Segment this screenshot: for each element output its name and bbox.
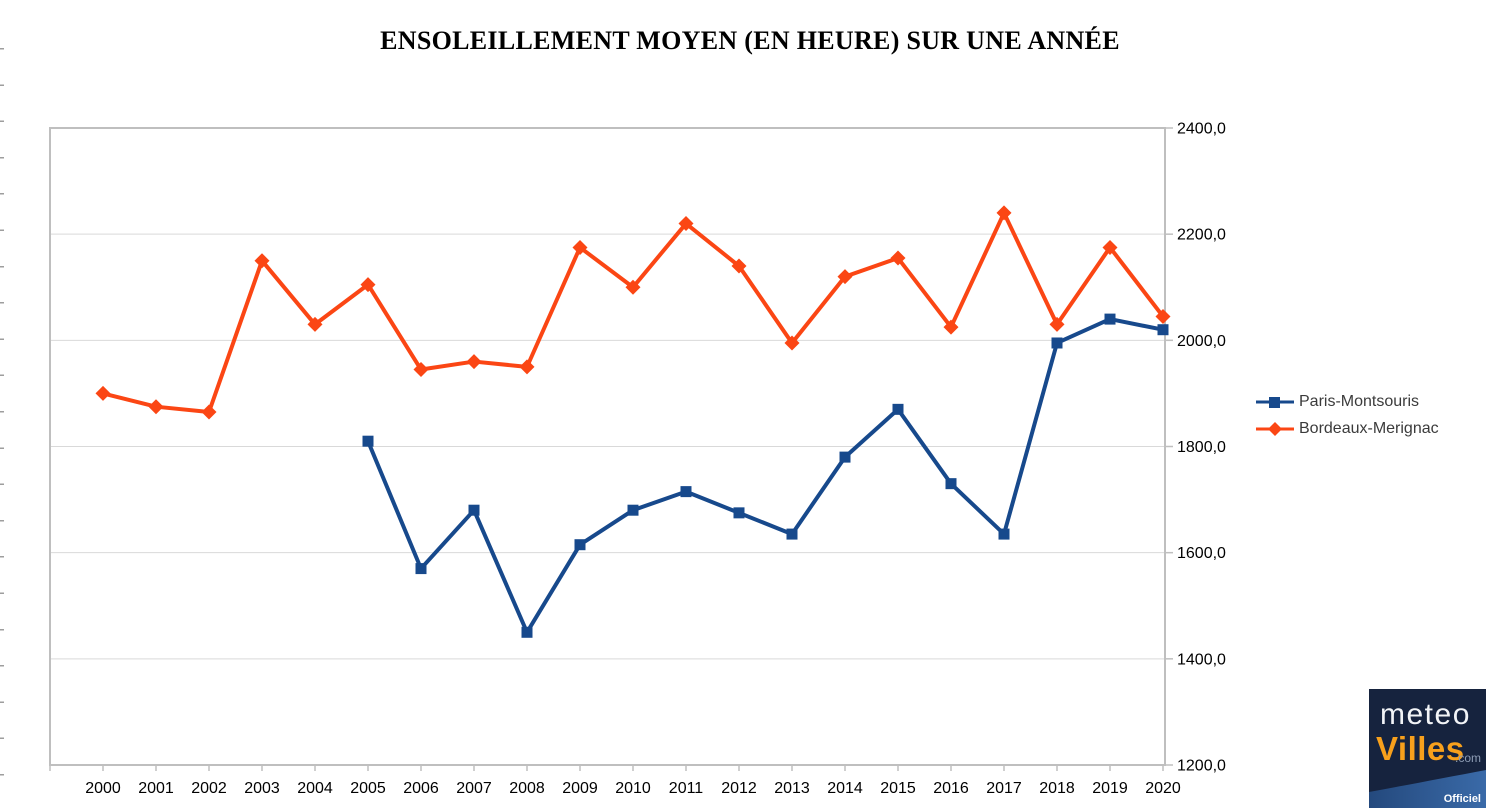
legend-item-paris-montsouris: Paris-Montsouris <box>1256 388 1439 415</box>
square-marker <box>945 478 957 490</box>
square-marker <box>415 563 427 575</box>
x-tick-label: 2007 <box>456 780 492 797</box>
orange-diamond-line-marker-icon <box>1256 421 1294 436</box>
logo-suffix-com: .com <box>1455 751 1482 765</box>
gridlines <box>51 233 1164 660</box>
blue-square-line-marker-icon <box>1256 396 1294 408</box>
x-tick-label: 2019 <box>1092 780 1128 797</box>
diamond-marker <box>890 250 906 266</box>
logo-word-meteo: meteo <box>1380 698 1471 731</box>
x-tick-label: 2000 <box>85 780 121 797</box>
square-marker <box>468 504 480 516</box>
square-marker <box>627 504 639 516</box>
diamond-marker <box>678 216 694 232</box>
meteovilles-logo: meteo Villes .com Officiel <box>1369 689 1486 808</box>
square-marker <box>574 539 586 551</box>
diamond-marker <box>1102 239 1118 255</box>
x-axis: 2000 2001 2002 2003 2004 2005 2006 2007 2008 2009… <box>49 765 1181 797</box>
x-tick-label: 2014 <box>827 780 863 797</box>
x-tick-label: 2016 <box>933 780 969 797</box>
y-tick-label: 2200,0 <box>1177 227 1226 244</box>
square-marker <box>1051 337 1063 349</box>
chart-legend: Paris-Montsouris Bordeaux-Merignac <box>1256 388 1439 442</box>
y-tick-label: 1400,0 <box>1177 651 1226 668</box>
square-marker <box>733 507 745 519</box>
diamond-marker <box>572 239 588 255</box>
legend-item-bordeaux-merignac: Bordeaux-Merignac <box>1256 415 1439 442</box>
x-tick-label: 2009 <box>562 780 598 797</box>
x-tick-label: 2005 <box>350 780 386 797</box>
diamond-marker <box>519 359 535 375</box>
square-marker <box>839 451 851 463</box>
x-tick-label: 2010 <box>615 780 651 797</box>
x-tick-label: 2015 <box>880 780 916 797</box>
chart-title: ENSOLEILLEMENT MOYEN (EN HEURE) SUR UNE … <box>380 26 1120 55</box>
logo-band-icon <box>1369 770 1486 808</box>
square-marker <box>1157 324 1169 336</box>
x-tick-label: 2002 <box>191 780 227 797</box>
diamond-marker <box>254 253 270 269</box>
x-tick-label: 2011 <box>669 780 704 797</box>
logo-badge-officiel: Officiel <box>1443 793 1481 805</box>
series-line <box>366 317 1165 635</box>
diamond-marker <box>625 279 641 295</box>
series-bordeaux-merignac <box>95 205 1171 420</box>
diamond-marker <box>996 205 1012 221</box>
x-tick-label: 2017 <box>986 780 1022 797</box>
square-marker <box>1104 313 1116 325</box>
square-marker <box>680 486 692 498</box>
logo-word-villes: Villes <box>1376 730 1465 767</box>
square-marker <box>786 528 798 540</box>
legend-label: Bordeaux-Merignac <box>1299 419 1439 437</box>
sheet-row-edge-ticks <box>0 48 4 798</box>
y-axis: 1200,0 1400,0 1600,0 1800,0 2000,0 2200,0 2400… <box>1165 121 1226 775</box>
diamond-marker <box>360 277 376 293</box>
x-tick-label: 2001 <box>138 780 174 797</box>
y-tick-label: 2000,0 <box>1177 333 1226 350</box>
x-tick-label: 2020 <box>1145 780 1181 797</box>
x-tick-label: 2012 <box>721 780 757 797</box>
square-marker <box>998 528 1010 540</box>
diamond-marker <box>307 316 323 332</box>
legend-label: Paris-Montsouris <box>1299 392 1420 410</box>
x-tick-label: 2003 <box>244 780 280 797</box>
x-tick-label: 2008 <box>509 780 545 797</box>
diamond-marker <box>731 258 747 274</box>
diamond-marker <box>1155 308 1171 324</box>
x-tick-label: 2004 <box>297 780 333 797</box>
y-tick-label: 1200,0 <box>1177 758 1226 775</box>
y-tick-label: 1600,0 <box>1177 545 1226 562</box>
square-marker <box>362 435 374 447</box>
diamond-marker <box>784 335 800 351</box>
y-tick-label: 1800,0 <box>1177 439 1226 456</box>
diamond-marker <box>413 362 429 378</box>
diamond-marker <box>466 354 482 370</box>
diamond-marker <box>201 404 217 420</box>
series-paris-montsouris <box>362 313 1169 638</box>
diamond-marker <box>943 319 959 335</box>
square-marker <box>892 403 904 415</box>
square-marker <box>521 626 533 638</box>
x-tick-label: 2018 <box>1039 780 1075 797</box>
diamond-marker <box>837 269 853 285</box>
x-tick-label: 2006 <box>403 780 439 797</box>
diamond-marker <box>95 385 111 401</box>
diamond-marker <box>148 399 164 415</box>
y-tick-label: 2400,0 <box>1177 121 1226 138</box>
x-tick-label: 2013 <box>774 780 810 797</box>
diamond-marker <box>1049 316 1065 332</box>
